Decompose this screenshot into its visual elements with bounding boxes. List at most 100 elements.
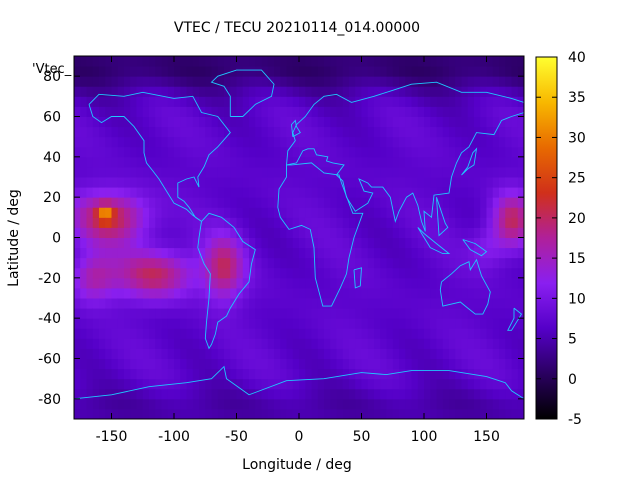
heatmap-cell xyxy=(317,257,325,269)
heatmap-cell xyxy=(249,277,256,289)
y-tick-label: -40 xyxy=(38,311,61,327)
heatmap-cell xyxy=(367,136,375,148)
heatmap-cell xyxy=(517,368,525,380)
heatmap-cell xyxy=(99,378,106,390)
heatmap-cell xyxy=(86,358,94,370)
heatmap-cell xyxy=(505,187,512,198)
heatmap-cell xyxy=(355,187,362,198)
heatmap-cell xyxy=(230,177,237,188)
heatmap-cell xyxy=(480,227,487,238)
heatmap-cell xyxy=(117,287,125,299)
heatmap-cell xyxy=(174,156,181,168)
heatmap-cell xyxy=(230,348,237,359)
heatmap-cell xyxy=(374,166,381,178)
heatmap-cell xyxy=(80,277,87,289)
heatmap-cell xyxy=(399,267,406,279)
heatmap-cell xyxy=(386,76,394,87)
heatmap-cell xyxy=(80,146,87,158)
heatmap-cell xyxy=(142,318,150,329)
heatmap-cell xyxy=(436,358,444,370)
heatmap-cell xyxy=(167,156,175,168)
heatmap-cell xyxy=(474,388,481,400)
heatmap-cell xyxy=(292,328,300,339)
heatmap-cell xyxy=(442,298,450,309)
heatmap-cell xyxy=(199,267,206,279)
heatmap-cell xyxy=(367,237,375,249)
heatmap-cell xyxy=(255,388,262,400)
heatmap-cell xyxy=(180,96,187,107)
heatmap-cell xyxy=(392,398,400,410)
heatmap-cell xyxy=(280,388,287,400)
heatmap-cell xyxy=(499,388,506,400)
heatmap-cell xyxy=(405,156,412,168)
heatmap-cell xyxy=(136,86,144,97)
heatmap-cell xyxy=(142,177,150,188)
heatmap-cell xyxy=(461,76,469,87)
heatmap-cell xyxy=(324,277,331,289)
heatmap-cell xyxy=(161,267,169,279)
heatmap-cell xyxy=(374,177,381,188)
heatmap-cell xyxy=(86,217,94,228)
heatmap-cell xyxy=(192,378,200,390)
heatmap-cell xyxy=(280,378,287,390)
heatmap-cell xyxy=(317,398,325,410)
heatmap-cell xyxy=(230,146,237,158)
heatmap-cell xyxy=(174,197,181,208)
heatmap-cell xyxy=(474,116,481,128)
heatmap-cell xyxy=(149,358,156,370)
heatmap-cell xyxy=(242,237,250,249)
heatmap-cell xyxy=(455,96,462,107)
heatmap-cell xyxy=(417,197,425,208)
heatmap-cell xyxy=(174,227,181,238)
coastline xyxy=(291,119,301,138)
heatmap-cell xyxy=(455,106,462,117)
heatmap-cell xyxy=(380,156,387,168)
heatmap-cell xyxy=(280,368,287,380)
colorbar-tick-label: 40 xyxy=(568,50,586,66)
heatmap-cell xyxy=(486,177,494,188)
heatmap-cell xyxy=(399,308,406,319)
heatmap-cell xyxy=(124,398,131,410)
heatmap-cell xyxy=(330,388,337,400)
heatmap-cell xyxy=(517,257,525,269)
heatmap-cell xyxy=(342,368,350,380)
heatmap-cell xyxy=(374,56,381,67)
heatmap-cell xyxy=(255,398,262,410)
heatmap-cell xyxy=(111,116,119,128)
heatmap-cell xyxy=(499,136,506,148)
heatmap-cell xyxy=(442,136,450,148)
heatmap-cell xyxy=(499,76,506,87)
heatmap-cell xyxy=(424,368,431,380)
heatmap-cell xyxy=(317,66,325,77)
heatmap-cell xyxy=(280,287,287,299)
heatmap-cell xyxy=(492,398,500,410)
heatmap-cell xyxy=(442,197,450,208)
heatmap-cell xyxy=(149,267,156,279)
heatmap-cell xyxy=(130,398,137,410)
heatmap-cell xyxy=(417,328,425,339)
heatmap-cell xyxy=(155,277,162,289)
heatmap-cell xyxy=(405,287,412,299)
heatmap-cell xyxy=(111,398,119,410)
heatmap-cell xyxy=(505,287,512,299)
heatmap-cell xyxy=(442,388,450,400)
heatmap-cell xyxy=(505,277,512,289)
heatmap-cell xyxy=(492,267,500,279)
heatmap-cell xyxy=(124,388,131,400)
heatmap-cell xyxy=(499,177,506,188)
heatmap-cell xyxy=(180,156,187,168)
heatmap-cell xyxy=(461,96,469,107)
heatmap-cell xyxy=(330,308,337,319)
heatmap-cell xyxy=(374,96,381,107)
heatmap-cell xyxy=(317,378,325,390)
heatmap-cell xyxy=(142,287,150,299)
heatmap-cell xyxy=(80,217,87,228)
heatmap-cell xyxy=(205,368,212,380)
heatmap-cell xyxy=(255,166,262,178)
heatmap-cell xyxy=(136,66,144,77)
heatmap-cell xyxy=(317,217,325,228)
heatmap-cell xyxy=(511,227,519,238)
heatmap-cell xyxy=(455,277,462,289)
heatmap-cell xyxy=(117,358,125,370)
heatmap-cell xyxy=(324,146,331,158)
